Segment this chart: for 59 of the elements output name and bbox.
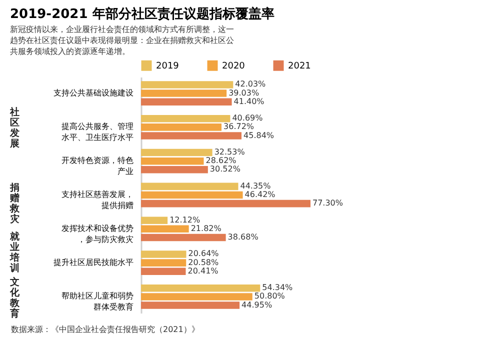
bar [141,225,189,233]
data-label: 77.30% [312,198,344,208]
text: 社区发展 [9,106,20,150]
data-label: 42.03% [235,80,266,89]
bar [141,90,227,97]
y-tick-label: 支持社区慈善发展，提供捐赠 [62,190,134,210]
data-label: 21.82% [190,224,222,233]
legend-label: 2021 [288,62,311,72]
source-note: 数据来源：《中国企业社会责任报告研究（2021）》 [11,325,200,334]
text: 文化教育 [9,276,21,320]
bar [141,250,186,258]
data-label: 28.62% [206,156,237,166]
bar [141,148,212,156]
chart-title: 2019-2021 年部分社区责任议题指标覆盖率 [10,6,274,22]
data-label: 46.42% [244,190,276,199]
data-label: 32.53% [214,148,246,157]
data-label: 36.72% [224,122,254,132]
bar [141,157,204,165]
bar [141,216,168,224]
data-label: 44.95% [242,300,272,310]
legend-label: 2019 [156,62,180,72]
bar [141,302,240,309]
y-tick-label: 支持公共基础设施建设 [54,88,134,98]
bar [141,293,252,300]
bar [141,166,208,174]
text: 捐赠救灾 [9,182,21,226]
data-label: 45.84% [244,130,274,140]
bar [141,98,232,106]
bar [141,81,234,88]
bar [141,191,243,199]
bar [141,268,186,276]
bar [141,200,310,208]
bar [141,114,230,122]
legend-label: 2020 [222,62,246,72]
data-label: 20.41% [188,266,219,276]
y-tick-label: 提升社区居民技能水平 [54,258,134,267]
bar [141,234,226,242]
text: 就业培训 [9,230,20,274]
bar [141,182,238,190]
y-tick-label: 开发特色资源，特色产业 [62,156,134,176]
data-label: 54.34% [262,283,294,292]
data-label: 12.12% [170,215,200,224]
bar [141,132,242,140]
data-label: 20.64% [188,249,220,258]
bar [141,124,222,131]
data-label: 39.03% [228,88,260,98]
y-tick-label: 提高公共服务、管理水平、卫生医疗水平 [62,122,134,142]
y-tick-label: 发挥技术和设备优势，参与防灾救灾 [62,224,134,244]
bar [141,284,260,292]
chart-subtitle: 新冠疫情以来，企业履行社会责任的领域和方式有所调整，这一趋势在社区责任议题中表现得最明显：企业在捐赠救灾和社区公共服务领域投入的资源逐年递增。 [10,25,234,56]
data-label: 20.58% [188,258,220,267]
data-label: 40.69% [232,114,264,123]
data-label: 41.40% [234,96,265,106]
data-label: 30.52% [210,164,241,174]
data-label: 38.68% [228,232,259,242]
data-label: 50.80% [254,292,286,301]
bar [141,259,186,266]
y-tick-label: 帮助社区儿童和弱势群体受教育 [62,292,134,312]
data-label: 44.35% [240,181,272,190]
